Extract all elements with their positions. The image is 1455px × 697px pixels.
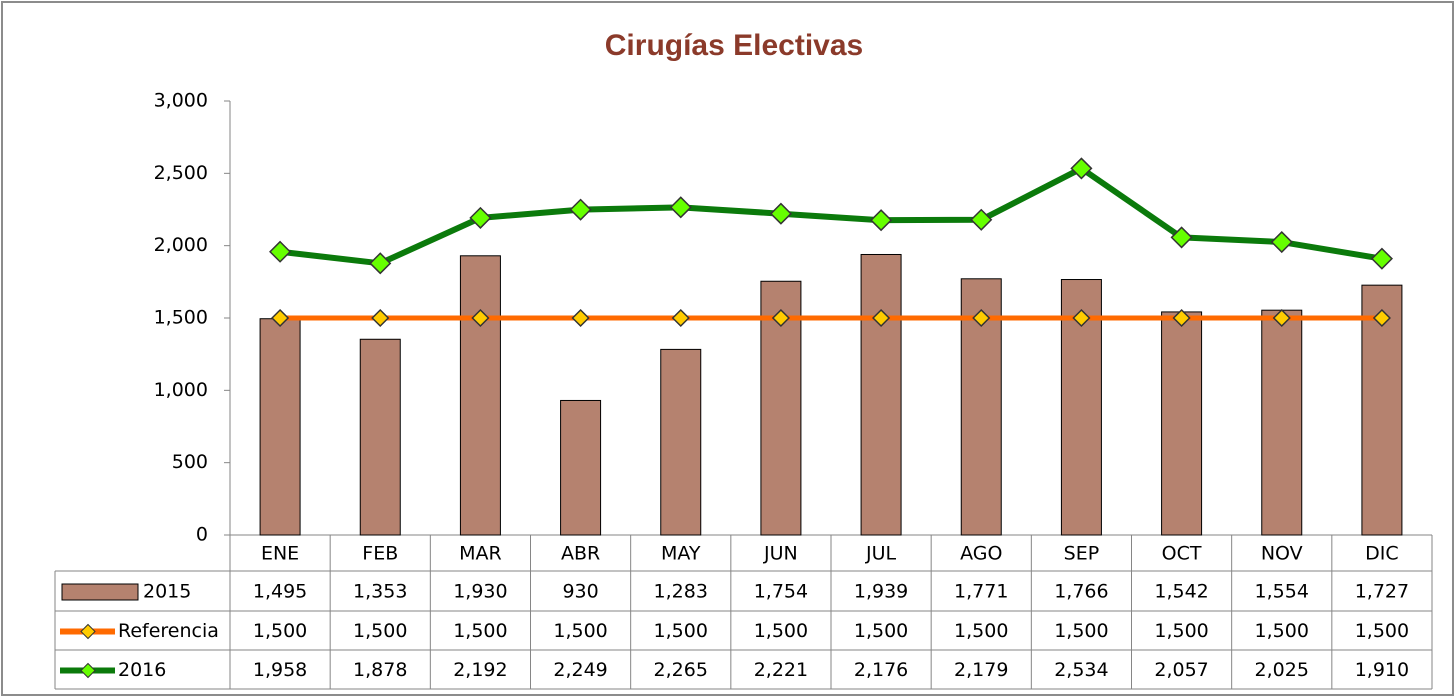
y-tick-label: 0 <box>196 524 208 546</box>
marker <box>369 252 392 275</box>
table-value: 1,727 <box>1355 581 1409 603</box>
marker <box>469 206 492 229</box>
table-value: 1,754 <box>754 581 808 603</box>
marker <box>970 208 993 231</box>
table-value: 2,265 <box>654 659 708 681</box>
legend-key-marker <box>80 662 96 679</box>
marker <box>371 308 390 328</box>
table-value: 1,500 <box>654 620 708 642</box>
line <box>279 165 1383 267</box>
bar <box>860 253 902 536</box>
bar <box>1161 311 1203 536</box>
table-value: 2,057 <box>1154 659 1208 681</box>
marker <box>271 308 290 328</box>
table-value: 1,283 <box>654 581 708 603</box>
bar <box>560 399 602 536</box>
table-value: 2,192 <box>453 659 507 681</box>
table-value: 2,025 <box>1255 659 1309 681</box>
marker <box>769 202 792 225</box>
marker <box>972 308 991 328</box>
table-value: 1,500 <box>854 620 908 642</box>
marker <box>269 240 292 263</box>
table-value: 1,495 <box>253 581 307 603</box>
table-value: 1,500 <box>954 620 1008 642</box>
x-tick-label: OCT <box>1162 543 1202 565</box>
table-value: 2,249 <box>553 659 607 681</box>
x-tick-label: SEP <box>1064 543 1100 565</box>
y-tick-label: 3,000 <box>154 90 208 112</box>
x-tick-label: NOV <box>1261 543 1303 565</box>
bar <box>459 255 501 536</box>
marker <box>1172 308 1191 328</box>
x-tick-label: MAR <box>459 543 502 565</box>
marker <box>569 198 592 221</box>
table-value: 1,939 <box>854 581 908 603</box>
bar <box>660 348 702 536</box>
x-tick-label: FEB <box>362 543 398 565</box>
table-value: 2,534 <box>1054 659 1108 681</box>
table-value: 1,930 <box>453 581 507 603</box>
x-tick-label: MAY <box>661 543 701 565</box>
marker <box>1372 308 1391 328</box>
table-value: 2,221 <box>754 659 808 681</box>
marker <box>1272 308 1291 328</box>
table-value: 1,554 <box>1255 581 1309 603</box>
table-value: 1,500 <box>1255 620 1309 642</box>
table-value: 1,500 <box>1355 620 1409 642</box>
marker <box>870 209 893 232</box>
legend-label: 2015 <box>143 581 191 603</box>
table-value: 2,179 <box>954 659 1008 681</box>
x-tick-label: DIC <box>1365 543 1399 565</box>
legend-key-marker <box>80 623 96 640</box>
table-value: 930 <box>562 581 598 603</box>
table-value: 1,771 <box>954 581 1008 603</box>
marker <box>471 308 490 328</box>
table-value: 1,500 <box>1054 620 1108 642</box>
table-value: 1,766 <box>1054 581 1108 603</box>
table-value: 1,910 <box>1355 659 1409 681</box>
table-value: 1,500 <box>754 620 808 642</box>
bar <box>1060 279 1102 536</box>
bar <box>359 338 401 536</box>
legend-label: 2016 <box>118 659 166 681</box>
x-tick-label: ABR <box>561 543 600 565</box>
y-tick-label: 500 <box>172 451 208 473</box>
marker <box>1270 230 1293 254</box>
bar <box>1261 309 1303 536</box>
table-value: 1,542 <box>1154 581 1208 603</box>
marker <box>872 308 891 328</box>
table-value: 1,500 <box>353 620 407 642</box>
x-tick-label: ENE <box>261 543 299 565</box>
x-tick-label: JUN <box>763 543 798 565</box>
bar <box>259 318 301 536</box>
x-tick-label: JUL <box>865 543 897 565</box>
table-value: 1,500 <box>253 620 307 642</box>
y-tick-label: 2,000 <box>154 234 208 256</box>
marker <box>1170 226 1193 249</box>
marker <box>669 196 692 219</box>
table-value: 2,176 <box>854 659 908 681</box>
y-tick-label: 1,500 <box>154 307 208 329</box>
table-value: 1,353 <box>353 581 407 603</box>
marker <box>571 308 590 328</box>
table-value: 1,958 <box>253 659 307 681</box>
legend-label: Referencia <box>118 620 219 642</box>
marker <box>671 308 690 328</box>
marker <box>1072 308 1091 328</box>
table-value: 1,500 <box>1154 620 1208 642</box>
marker <box>1070 157 1093 180</box>
table-value: 1,878 <box>353 659 407 681</box>
chart-title: Cirugías Electivas <box>605 29 863 62</box>
table-value: 1,500 <box>553 620 607 642</box>
x-tick-label: AGO <box>960 543 1002 565</box>
legend-key <box>61 583 139 601</box>
table-value: 1,500 <box>453 620 507 642</box>
marker <box>1370 247 1393 270</box>
y-tick-label: 2,500 <box>154 162 208 184</box>
y-tick-label: 1,000 <box>154 379 208 401</box>
marker <box>771 308 790 328</box>
